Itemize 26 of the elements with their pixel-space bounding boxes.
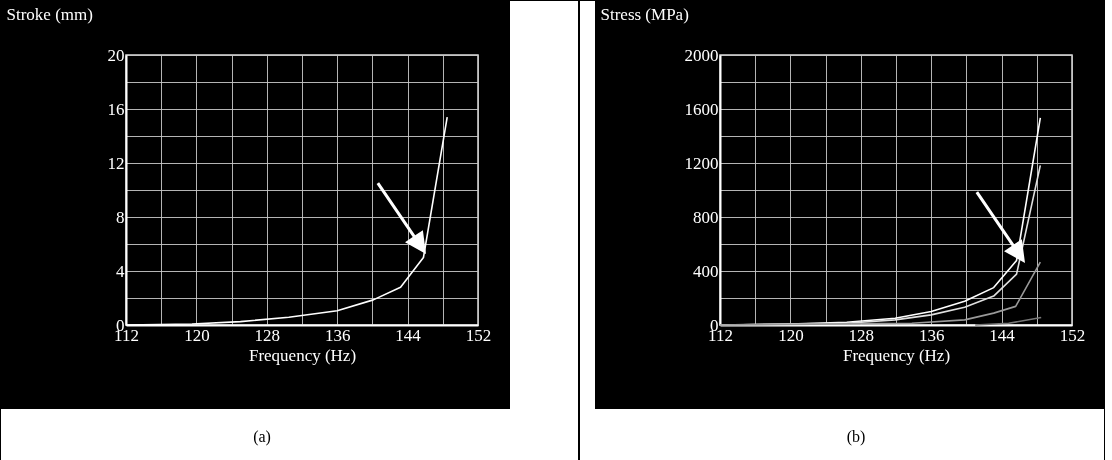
y-tick-label: 1600 [684, 99, 719, 119]
y-tick-label: 20 [107, 45, 125, 65]
text: (a) [253, 428, 271, 446]
y-tick-label: 400 [693, 261, 719, 281]
x-tick-label: 144 [395, 325, 422, 345]
x-tick-label: 136 [918, 325, 945, 345]
y-tick-label: 1200 [684, 153, 719, 173]
x-axis-title: Frequency (Hz) [248, 345, 357, 365]
y-tick-label: 4 [116, 261, 125, 281]
x-tick-label: 136 [324, 325, 351, 345]
y-axis-title: Stress (MPa) [600, 4, 689, 24]
x-tick-label: 128 [848, 325, 875, 345]
text: (b) [846, 428, 866, 446]
y-axis-title: Stroke (mm) [6, 4, 93, 24]
y-tick-label: 8 [116, 207, 125, 227]
y-tick-label: 800 [693, 207, 719, 227]
x-tick-label: 144 [989, 325, 1016, 345]
x-tick-label: 120 [184, 325, 210, 345]
x-tick-label: 120 [778, 325, 804, 345]
y-tick-label: 16 [107, 99, 125, 119]
x-tick-label: 152 [465, 325, 492, 345]
x-tick-label: 128 [254, 325, 281, 345]
y-tick-label: 12 [107, 153, 125, 173]
x-axis-title: Frequency (Hz) [842, 345, 951, 365]
y-tick-label: 2000 [684, 45, 719, 65]
x-tick-label: 152 [1059, 325, 1086, 345]
